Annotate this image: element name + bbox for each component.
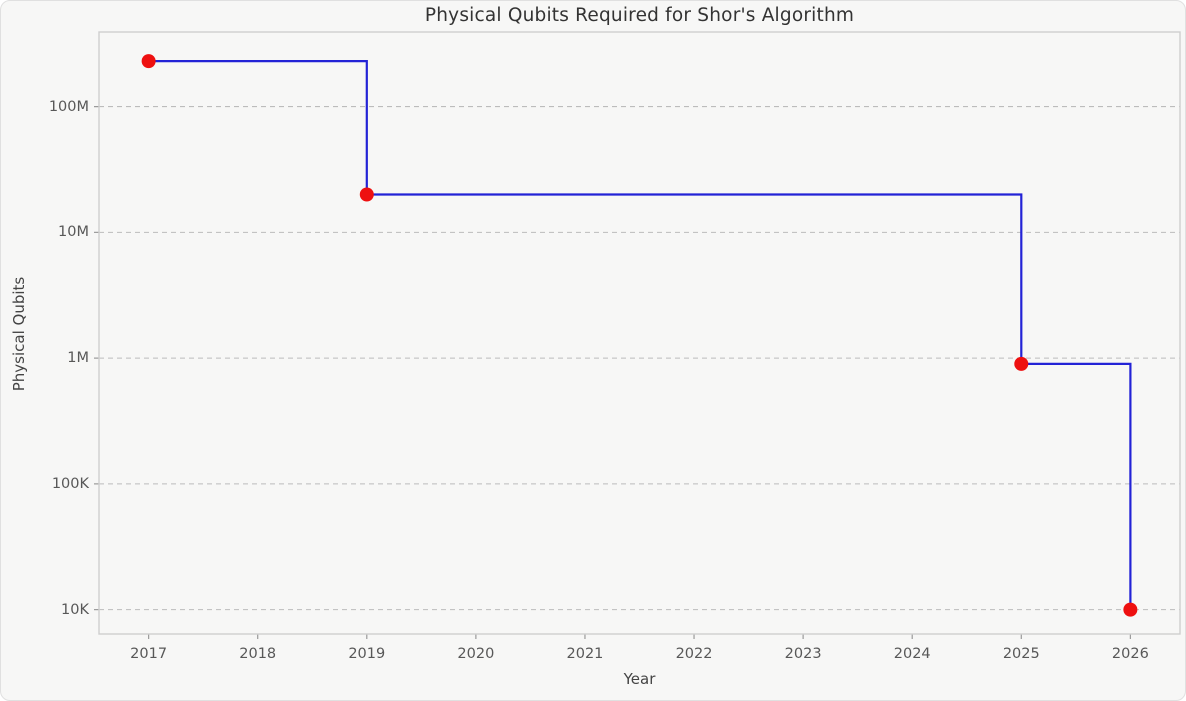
plot-border [98, 31, 1181, 635]
data-point-marker-2019 [359, 187, 374, 202]
x-tick-label-2025: 2025 [1002, 646, 1040, 662]
y-tick-label-10K: 10K [61, 601, 89, 618]
chart-title: Physical Qubits Required for Shor's Algo… [424, 5, 855, 26]
step-line [148, 60, 1132, 610]
data-point-marker-2017 [141, 54, 156, 69]
x-tick-label-2021: 2021 [566, 646, 604, 662]
y-tick-label-10M: 10M [58, 224, 89, 241]
x-tick-label-2024: 2024 [893, 646, 931, 662]
x-tick-label-2023: 2023 [784, 646, 822, 662]
x-tick-label-2026: 2026 [1111, 646, 1149, 662]
x-tick-label-2022: 2022 [675, 646, 713, 662]
data-point-marker-2026 [1123, 602, 1138, 617]
x-tick-label-2017: 2017 [130, 646, 168, 662]
y-tick-label-1M: 1M [67, 350, 89, 367]
x-tick-label-2018: 2018 [239, 646, 277, 662]
x-axis-label: Year [623, 670, 656, 688]
y-tick-label-100K: 100K [51, 475, 89, 492]
x-tick-label-2020: 2020 [457, 646, 495, 662]
data-point-marker-2025 [1014, 356, 1029, 371]
y-axis-label: Physical Qubits [10, 276, 28, 392]
x-tick-label-2019: 2019 [348, 646, 386, 662]
y-tick-label-100M: 100M [48, 98, 89, 115]
